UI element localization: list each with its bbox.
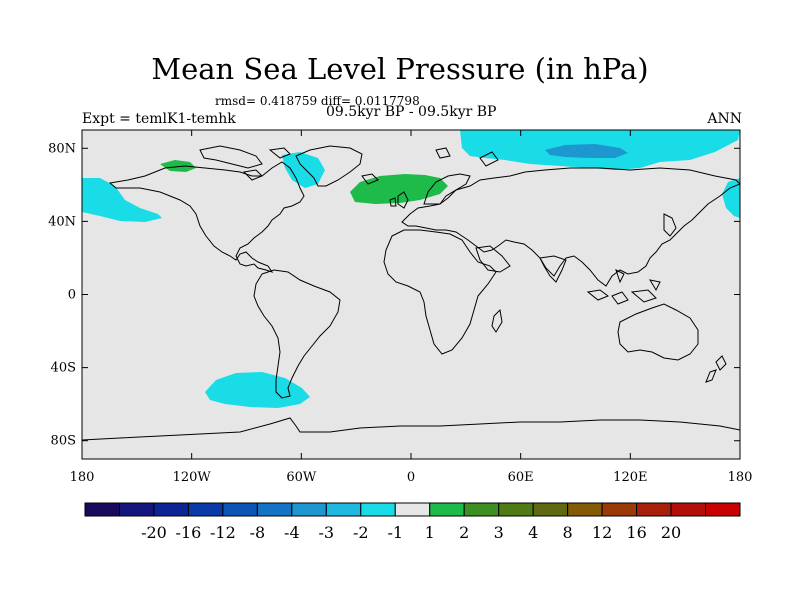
latitude-axis: 80N 40N 0 40S 80S (48, 141, 740, 449)
lat-tick-label: 0 (68, 288, 76, 303)
plot-title: Mean Sea Level Pressure (in hPa) (151, 52, 649, 86)
season-label: ANN (707, 111, 742, 127)
colorbar-swatch (291, 502, 327, 517)
coastline-greenland (295, 145, 363, 187)
colorbar-label: -12 (210, 523, 236, 542)
period-label: 09.5kyr BP - 09.5kyr BP (326, 104, 497, 120)
colorbar-swatch (601, 502, 638, 517)
colorbar-swatch (256, 502, 293, 517)
colorbar-swatch (532, 502, 569, 517)
coastline-arabia (475, 245, 511, 273)
colorbar-label: -20 (141, 523, 167, 542)
coastline-eurasia (401, 167, 740, 287)
colorbar-label: 1 (425, 523, 435, 542)
colorbar-swatch (567, 502, 603, 517)
colorbar-label: 8 (563, 523, 573, 542)
colorbar-swatch (429, 502, 465, 517)
colorbar-label: 3 (494, 523, 504, 542)
lon-tick-label: 60E (508, 470, 534, 485)
coastline-new-zealand (705, 355, 727, 383)
anomaly-region-siberia-darker (545, 144, 628, 158)
colorbar-swatch (636, 502, 672, 517)
anomaly-region-north-pacific-east-edge (722, 178, 740, 218)
colorbar-label: 20 (661, 523, 681, 542)
coastline-north-america (108, 161, 305, 273)
coastlines (82, 145, 740, 441)
colorbar-swatch (118, 502, 155, 517)
colorbar-label: -2 (353, 523, 369, 542)
colorbar-label: -16 (176, 523, 202, 542)
anomaly-region-canadian-arctic (160, 160, 196, 172)
colorbar-label: 2 (459, 523, 469, 542)
lat-tick-label: 40S (51, 361, 76, 376)
colorbar-label: 16 (626, 523, 646, 542)
coastline-se-asia-islands (586, 269, 661, 305)
lat-tick-label: 80N (48, 141, 76, 156)
colorbar-swatch (705, 502, 741, 517)
colorbar-label: -3 (319, 523, 335, 542)
colorbar-label: -4 (284, 523, 300, 542)
colorbar-swatch (84, 502, 120, 517)
colorbar-swatch (498, 502, 534, 517)
stats-text: rmsd= 0.418759 diff= 0.0117798 (215, 94, 420, 108)
coastline-japan (663, 213, 677, 237)
coastline-india (539, 255, 567, 283)
experiment-label: Expt = temlK1-temhk (82, 111, 236, 127)
colorbar-label: -8 (250, 523, 266, 542)
colorbar-swatch (670, 502, 707, 517)
colorbar-swatch (187, 502, 224, 517)
lat-tick-label: 80S (51, 434, 76, 449)
coastline-australia (617, 303, 699, 361)
lon-tick-label: 180 (70, 470, 95, 485)
lon-tick-label: 0 (407, 470, 415, 485)
colorbar-swatch (463, 502, 500, 517)
coastline-africa (383, 229, 497, 355)
coastline-british-isles (389, 191, 409, 209)
coastline-scandinavia (423, 173, 471, 205)
colorbar-swatch (222, 502, 258, 517)
colorbar-swatch (394, 502, 431, 517)
anomaly-region-south-pacific (205, 372, 310, 408)
colorbar-swatch (153, 502, 189, 517)
colorbar: -20 -16 -12 -8 -4 -3 -2 -1 1 2 3 4 8 12 16 20 (84, 502, 741, 542)
colorbar-label: 4 (528, 523, 538, 542)
coastline-antarctica (82, 417, 740, 441)
colorbar-label: 12 (592, 523, 612, 542)
lon-tick-label: 120W (173, 470, 212, 485)
colorbar-label: -1 (387, 523, 403, 542)
lon-tick-label: 120E (613, 470, 647, 485)
coastline-arctic-islands (435, 147, 499, 167)
anomaly-shading (82, 130, 740, 408)
anomaly-region-north-pacific-west-edge (82, 178, 162, 222)
lon-tick-label: 180 (728, 470, 753, 485)
coastline-iceland (361, 173, 379, 185)
longitude-axis: 180 120W 60W 0 60E 120E 180 (70, 130, 753, 485)
coastline-south-america (253, 269, 341, 399)
colorbar-swatch (360, 502, 396, 517)
lon-tick-label: 60W (286, 470, 317, 485)
colorbar-swatch (325, 502, 362, 517)
coastline-madagascar (491, 308, 503, 333)
lat-tick-label: 40N (48, 214, 76, 229)
coastline-canadian-islands (199, 145, 291, 181)
